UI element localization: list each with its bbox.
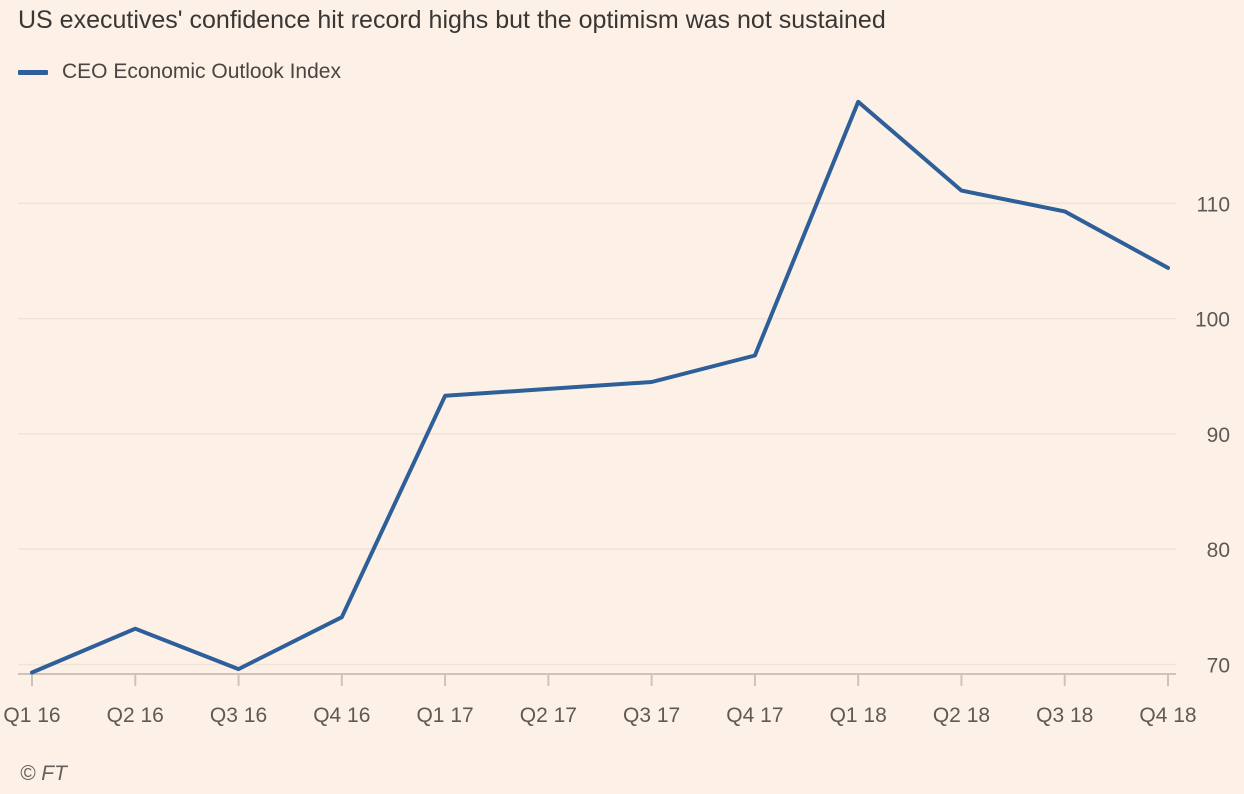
x-tick-label: Q4 16	[313, 704, 370, 727]
x-axis-labels: Q1 16 Q2 16 Q3 16 Q4 16 Q1 17 Q2 17 Q3 17 Q4 17…	[3, 704, 1196, 727]
x-tick-label: Q2 18	[933, 704, 990, 727]
legend-swatch	[18, 69, 48, 75]
source-credit: © FT	[20, 762, 67, 785]
y-tick-label: 100	[1195, 309, 1230, 332]
x-tick-label: Q2 17	[520, 704, 577, 727]
series-line	[30, 99, 1170, 675]
series-layer	[30, 99, 1170, 675]
y-axis-labels: 70 80 90 100 110	[1195, 193, 1230, 677]
chart-title: US executives' confidence hit record hig…	[18, 6, 886, 34]
y-tick-label: 70	[1207, 654, 1230, 677]
x-tick-label: Q4 18	[1139, 704, 1196, 727]
x-axis	[18, 673, 1176, 686]
x-tick-label: Q3 17	[623, 704, 680, 727]
x-tick-label: Q2 16	[107, 704, 164, 727]
y-tick-label: 80	[1207, 539, 1230, 562]
x-tick-label: Q1 16	[3, 704, 60, 727]
y-tick-label: 110	[1197, 193, 1230, 216]
gridlines	[18, 202, 1176, 666]
x-tick-label: Q1 17	[416, 704, 473, 727]
y-tick-label: 90	[1207, 424, 1230, 447]
x-tick-label: Q4 17	[726, 704, 783, 727]
x-tick-label: Q3 18	[1036, 704, 1093, 727]
legend: CEO Economic Outlook Index	[18, 60, 341, 84]
x-tick-label: Q3 16	[210, 704, 267, 727]
legend-label: CEO Economic Outlook Index	[62, 60, 341, 83]
x-tick-label: Q1 18	[830, 704, 887, 727]
